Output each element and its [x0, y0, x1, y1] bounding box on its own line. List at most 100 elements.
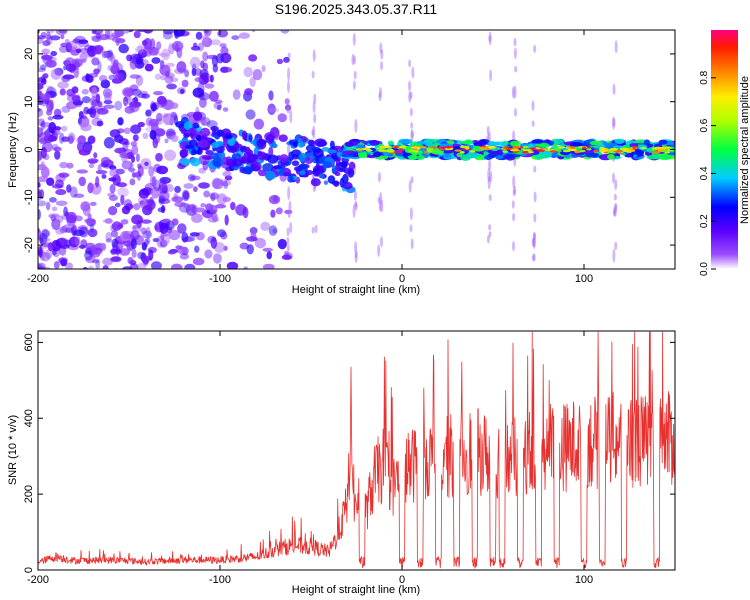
- heatmap-cell: [78, 110, 84, 119]
- heatmap-cell: [512, 148, 517, 151]
- heatmap-cell: [488, 146, 496, 149]
- heatmap-cell: [242, 206, 249, 219]
- heatmap-cell: [327, 149, 337, 154]
- heatmap-cell: [488, 194, 492, 202]
- heatmap-cell: [395, 152, 405, 157]
- heatmap-cell: [489, 69, 493, 82]
- heatmap-cell: [478, 146, 488, 150]
- heatmap-cell: [47, 116, 54, 121]
- heatmap-cell: [98, 74, 108, 82]
- heatmap-cell: [151, 57, 161, 64]
- heatmap-cell: [122, 30, 130, 34]
- heatmap-cell: [60, 125, 68, 132]
- heatmap-cell: [95, 170, 108, 175]
- heatmap-cell: [77, 226, 87, 231]
- heatmap-cell: [419, 146, 428, 149]
- heatmap-cell: [108, 205, 118, 216]
- heatmap-cell: [48, 121, 57, 134]
- heatmap-cell: [142, 132, 149, 140]
- heatmap-cell: [427, 150, 433, 153]
- heatmap-cell: [160, 96, 165, 108]
- heatmap-cell: [103, 137, 115, 149]
- heatmap-cell: [148, 249, 154, 261]
- heatmap-cell: [114, 202, 121, 208]
- heatmap-cell: [312, 125, 316, 140]
- heatmap-cell: [171, 113, 177, 118]
- heatmap-cell: [40, 120, 46, 131]
- heatmap-cell: [533, 44, 537, 53]
- heatmap-cell: [154, 224, 159, 231]
- heatmap-cell: [41, 142, 54, 153]
- heatmap-cell: [92, 107, 100, 119]
- heatmap-cell: [142, 230, 153, 239]
- y-tick-label: 10: [23, 96, 35, 108]
- heatmap-cell: [254, 237, 267, 249]
- heatmap-cell: [54, 150, 61, 160]
- heatmap-cell: [78, 39, 89, 45]
- heatmap-cell: [150, 102, 157, 112]
- heatmap-cell: [277, 113, 287, 123]
- heatmap-cell: [353, 189, 357, 201]
- heatmap-cell: [488, 152, 497, 159]
- heatmap-cell: [53, 146, 62, 152]
- heatmap-cell: [488, 224, 492, 231]
- heatmap-cell: [171, 263, 183, 269]
- heatmap-cell: [84, 44, 94, 52]
- heatmap-cell: [87, 228, 98, 238]
- heatmap-cell: [192, 186, 198, 193]
- heatmap-cell: [58, 172, 70, 178]
- heatmap-cell: [354, 241, 358, 254]
- heatmap-cell: [188, 127, 197, 134]
- heatmap-cell: [83, 144, 92, 152]
- heatmap-cell: [399, 148, 404, 151]
- heatmap-cell: [183, 204, 193, 210]
- heatmap-cell: [123, 96, 129, 107]
- y-tick-label: 20: [23, 48, 35, 60]
- heatmap-cell: [104, 30, 110, 39]
- heatmap-cell: [504, 146, 509, 149]
- heatmap-cell: [460, 140, 474, 145]
- heatmap-cell: [288, 200, 292, 214]
- heatmap-cell: [377, 149, 387, 152]
- heatmap-cell: [108, 194, 118, 202]
- heatmap-cell: [372, 151, 382, 158]
- heatmap-cell: [312, 49, 316, 62]
- heatmap-cell: [59, 161, 69, 169]
- heatmap-cell: [195, 134, 202, 142]
- heatmap-cell: [183, 132, 190, 139]
- snr-line: [38, 331, 675, 570]
- heatmap-cell: [252, 68, 263, 81]
- heatmap-cell: [180, 88, 185, 94]
- heatmap-cell: [512, 175, 516, 189]
- heatmap-cell: [110, 256, 122, 263]
- heatmap-cell: [289, 109, 293, 124]
- heatmap-cell: [131, 214, 143, 225]
- heatmap-cell: [145, 109, 152, 117]
- heatmap-cell: [201, 155, 211, 160]
- heatmap-cell: [211, 212, 218, 223]
- heatmap-cell: [491, 141, 506, 146]
- heatmap-cell: [40, 78, 47, 85]
- heatmap-cell: [131, 144, 139, 156]
- heatmap-cell: [88, 163, 95, 169]
- heatmap-cell: [128, 100, 140, 113]
- heatmap-cell: [120, 219, 129, 225]
- heatmap-cell: [267, 103, 276, 115]
- heatmap-cell: [260, 221, 271, 231]
- heatmap-cell: [149, 38, 156, 50]
- snr-panel: -200 -100 0 100 0 200 400 600 Height of straigh…: [7, 330, 676, 596]
- heatmap-cell: [313, 93, 317, 104]
- heatmap-cell: [189, 56, 201, 69]
- heatmap-cell: [89, 106, 97, 119]
- heatmap-cell: [110, 248, 122, 255]
- heatmap-cell: [91, 86, 98, 98]
- heatmap-cell: [231, 35, 240, 40]
- heatmap-cell: [286, 80, 290, 93]
- heatmap-cell: [514, 107, 518, 117]
- x-tick-label: 100: [575, 574, 593, 586]
- y-tick-label: 200: [23, 485, 35, 503]
- heatmap-cell: [327, 175, 336, 184]
- heatmap-cell: [268, 107, 279, 113]
- heatmap-ylabel: Frequency (Hz): [7, 112, 19, 188]
- heatmap-cell: [531, 254, 535, 262]
